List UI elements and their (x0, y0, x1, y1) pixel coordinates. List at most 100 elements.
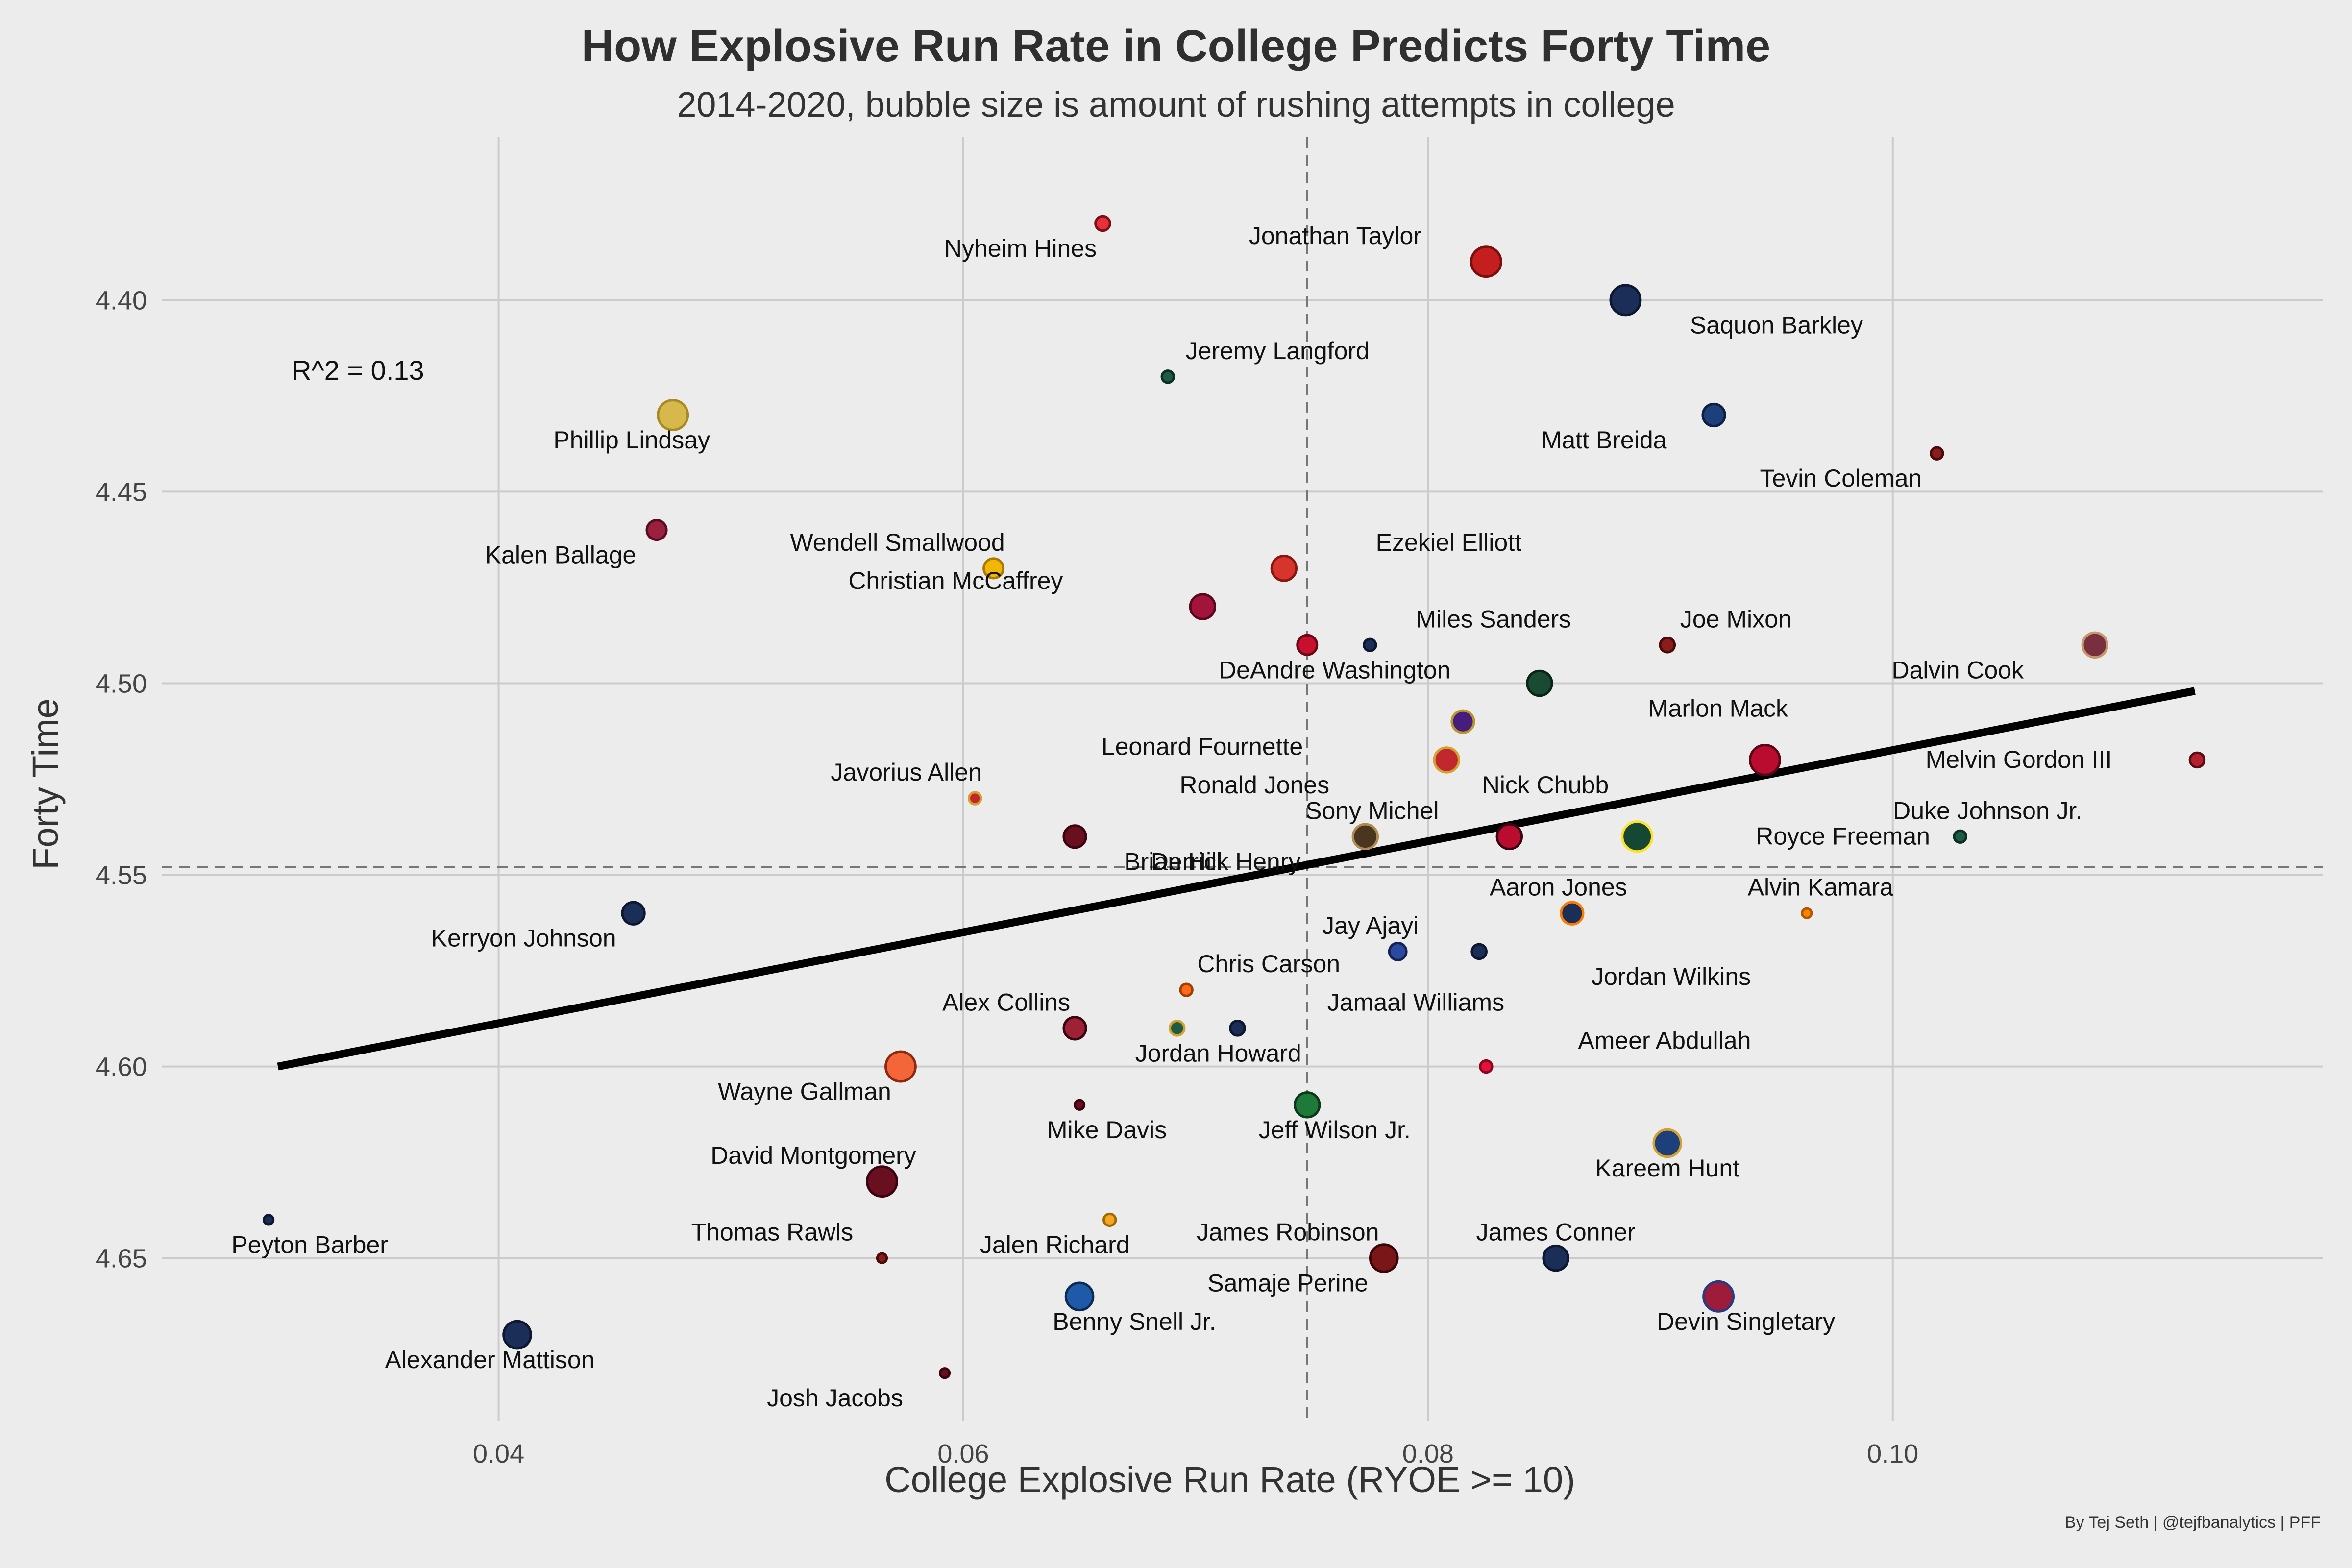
data-point (263, 1214, 275, 1226)
data-point (1652, 1128, 1683, 1158)
point-label: Wayne Gallman (718, 1078, 891, 1105)
point-label: James Robinson (1197, 1219, 1379, 1246)
point-label: James Conner (1476, 1219, 1636, 1246)
point-label: David Montgomery (710, 1142, 916, 1169)
point-label: Ezekiel Elliott (1376, 529, 1521, 556)
data-point (1179, 982, 1194, 997)
data-point (2081, 631, 2108, 659)
data-point (1363, 637, 1377, 652)
data-point (657, 399, 689, 431)
data-point (938, 1367, 951, 1379)
data-point (1560, 901, 1585, 926)
point-label: Ronald Jones (1179, 771, 1329, 799)
point-label: Aaron Jones (1490, 874, 1627, 901)
data-point (1433, 746, 1460, 774)
y-tick-label: 4.60 (96, 1053, 147, 1082)
data-point (1073, 1099, 1086, 1111)
data-point (1542, 1244, 1569, 1272)
data-point (1450, 709, 1475, 734)
x-axis-title: College Explosive Run Rate (RYOE >= 10) (884, 1459, 1575, 1500)
point-label: Devin Singletary (1657, 1308, 1835, 1335)
data-point (1479, 1059, 1494, 1074)
r-squared-annotation: R^2 = 0.13 (292, 355, 424, 386)
point-label: Nyheim Hines (944, 235, 1097, 262)
point-label: Joe Mixon (1680, 605, 1792, 633)
point-label: Royce Freeman (1756, 822, 1930, 850)
point-label: Jordan Howard (1135, 1039, 1301, 1067)
data-point (1702, 1280, 1735, 1313)
data-point (1270, 555, 1298, 582)
grid (162, 137, 2323, 1421)
point-label: Jordan Wilkins (1592, 963, 1751, 990)
data-point (2188, 751, 2206, 769)
data-point (1351, 823, 1379, 851)
data-points (263, 215, 2206, 1379)
trend-line-group (277, 687, 2196, 1071)
data-point (982, 557, 1005, 580)
point-label: Alex Collins (942, 988, 1070, 1016)
point-label: Alexander Mattison (385, 1346, 595, 1373)
data-point (1953, 829, 1967, 844)
point-label: Jeff Wilson Jr. (1259, 1116, 1411, 1144)
y-tick-label: 4.45 (96, 477, 147, 507)
point-label: Kerryon Johnson (431, 925, 616, 952)
point-label: Tevin Coleman (1760, 465, 1922, 492)
data-point (967, 791, 982, 806)
data-point (1801, 907, 1813, 919)
point-label: Josh Jacobs (767, 1384, 903, 1412)
data-point (884, 1050, 917, 1083)
y-tick-label: 4.50 (96, 669, 147, 698)
x-tick-label: 0.10 (1867, 1439, 1918, 1469)
y-tick-label: 4.65 (96, 1244, 147, 1274)
point-label: Matt Breida (1542, 426, 1667, 454)
mean-reference-lines (162, 137, 2323, 1421)
point-label: DeAndre Washington (1219, 656, 1450, 684)
point-label: Peyton Barber (231, 1231, 388, 1258)
data-point (621, 901, 646, 926)
point-label: Jay Ajayi (1322, 912, 1419, 939)
point-label: Kareem Hunt (1595, 1154, 1740, 1182)
data-point (1160, 369, 1175, 384)
data-point (1189, 593, 1217, 620)
data-point (866, 1165, 898, 1198)
data-point (645, 519, 668, 541)
data-point (1168, 1020, 1186, 1037)
data-point (1062, 1016, 1087, 1041)
data-point (1621, 820, 1654, 853)
point-label: Melvin Gordon III (1926, 746, 2112, 773)
point-label: Derrick Henry (1151, 848, 1301, 875)
data-point (502, 1320, 532, 1350)
chart-caption: By Tej Seth | @tejfbanalytics | PFF (2065, 1513, 2321, 1532)
x-tick-label: 0.08 (1402, 1439, 1454, 1469)
y-axis-title: Forty Time (25, 698, 66, 869)
point-label: Brian Hill (1124, 848, 1222, 875)
point-label: Phillip Lindsay (553, 426, 710, 454)
data-point (1526, 669, 1553, 697)
data-point (1659, 636, 1676, 654)
chart-subtitle: 2014-2020, bubble size is amount of rush… (677, 85, 1675, 124)
data-point (1701, 402, 1726, 428)
point-label: Thomas Rawls (691, 1219, 854, 1246)
data-point (1470, 943, 1488, 960)
point-label: Jeremy Langford (1186, 337, 1370, 365)
point-label: Saquon Barkley (1690, 311, 1863, 339)
x-tick-label: 0.06 (937, 1439, 989, 1469)
point-label: Jamaal Williams (1327, 988, 1504, 1016)
point-label: Duke Johnson Jr. (1893, 797, 2082, 824)
point-label: Kalen Ballage (485, 541, 637, 569)
data-point (1609, 284, 1642, 317)
point-label: Sony Michel (1305, 797, 1439, 824)
point-label: Nick Chubb (1482, 771, 1609, 799)
tick-labels: 0.04 0.06 0.08 0.10 4.40 4.45 4.50 4.55 4.60 4.65 (96, 286, 1918, 1469)
point-label: Wendell Smallwood (790, 529, 1005, 556)
data-point (1470, 245, 1502, 278)
trend-line (277, 687, 2196, 1071)
point-label: Ameer Abdullah (1578, 1027, 1751, 1054)
data-point (1749, 743, 1781, 776)
point-label: Benny Snell Jr. (1053, 1308, 1216, 1335)
point-label: Jalen Richard (980, 1231, 1130, 1258)
data-point (1930, 446, 1944, 461)
point-label: Mike Davis (1047, 1116, 1167, 1144)
